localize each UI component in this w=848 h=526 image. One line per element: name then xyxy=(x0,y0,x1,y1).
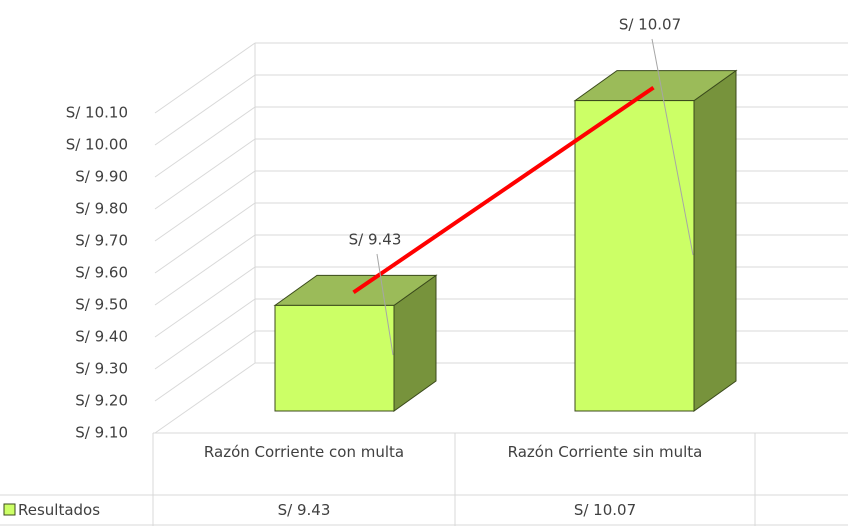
grid-line xyxy=(154,202,256,274)
y-tick-label: S/ 10.10 xyxy=(66,104,128,122)
y-tick-label: S/ 9.50 xyxy=(75,296,128,314)
grid-line xyxy=(154,74,256,146)
y-tick-label: S/ 9.90 xyxy=(75,168,128,186)
grid-line xyxy=(154,138,256,210)
grid-line xyxy=(154,298,256,370)
y-tick-label: S/ 9.40 xyxy=(75,328,128,346)
table-value: S/ 10.07 xyxy=(573,501,637,519)
grid-line xyxy=(154,266,256,338)
y-tick-label: S/ 9.70 xyxy=(75,232,128,250)
grid-line xyxy=(154,170,256,242)
y-tick-label: S/ 9.30 xyxy=(75,360,128,378)
table-category: Razón Corriente sin multa xyxy=(507,443,703,461)
bar-side xyxy=(693,69,737,412)
leader-line xyxy=(376,253,394,356)
connector-line xyxy=(352,85,655,295)
table-value: S/ 9.43 xyxy=(277,501,331,519)
y-tick-label: S/ 9.10 xyxy=(75,424,128,442)
y-tick-label: S/ 10.00 xyxy=(66,136,128,154)
grid-line xyxy=(154,234,256,306)
grid-line xyxy=(154,362,256,434)
data-label: S/ 10.07 xyxy=(619,16,681,34)
y-tick-label: S/ 9.80 xyxy=(75,200,128,218)
bar xyxy=(574,100,695,412)
grid-line xyxy=(154,42,256,114)
table-category: Razón Corriente con multa xyxy=(203,443,405,461)
y-tick-label: S/ 9.20 xyxy=(75,392,128,410)
legend-label: Resultados xyxy=(18,501,101,519)
leader-line xyxy=(651,38,694,256)
data-label: S/ 9.43 xyxy=(349,231,402,249)
grid-line xyxy=(154,106,256,178)
grid-line xyxy=(154,330,256,402)
y-tick-label: S/ 9.60 xyxy=(75,264,128,282)
legend-key xyxy=(3,503,16,516)
bar xyxy=(274,304,395,412)
